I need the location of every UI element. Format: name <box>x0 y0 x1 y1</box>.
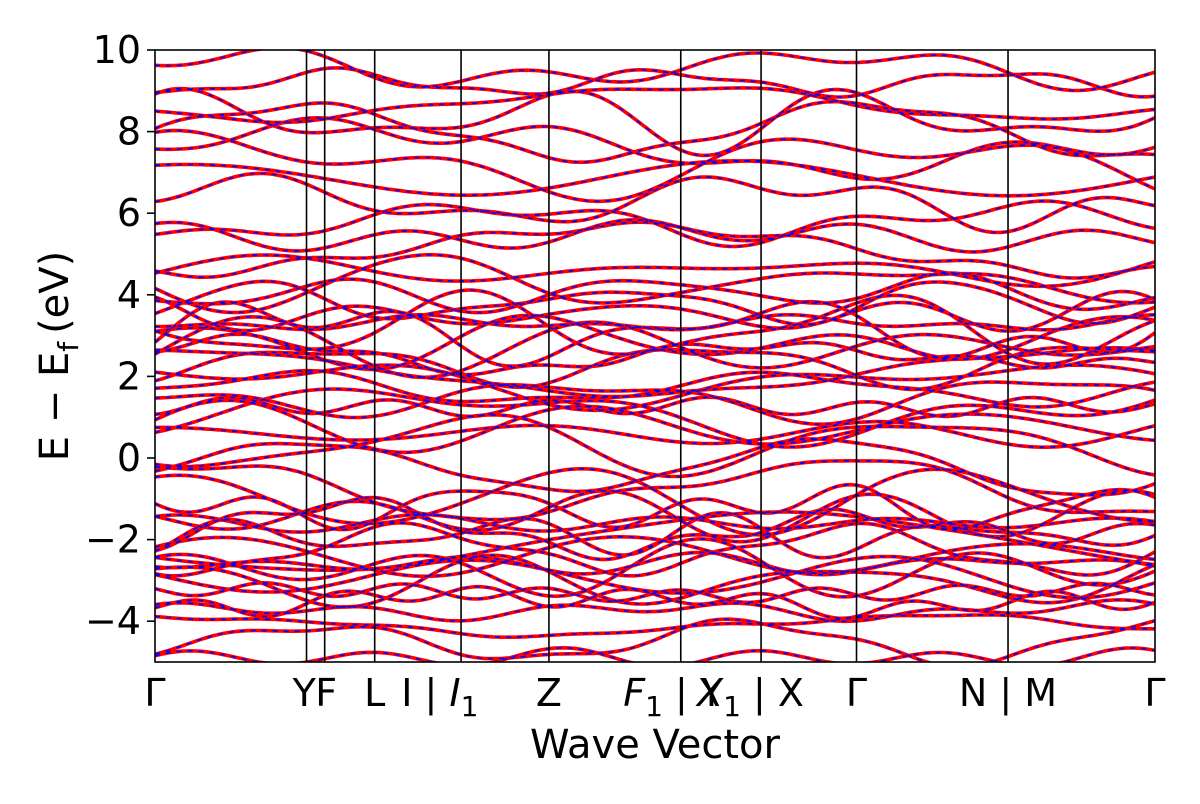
band-line-blue <box>155 200 1155 248</box>
band-line-blue <box>155 581 1155 604</box>
x-axis-title: Wave Vector <box>530 722 781 768</box>
y-tick-label: 10 <box>93 28 141 72</box>
band-line-blue <box>155 511 1155 559</box>
band-line-blue <box>155 347 1155 398</box>
band-line-blue <box>155 253 1155 314</box>
band-line-blue <box>155 87 1155 157</box>
x-tick-label: N | M <box>959 671 1057 716</box>
y-axis-title: E − Ef (eV) <box>32 251 85 462</box>
band-line-blue <box>155 538 1155 598</box>
x-tick-label: F1 | Y <box>623 671 724 723</box>
y-tick-label: 0 <box>117 436 141 480</box>
y-tick-label: −4 <box>85 599 141 643</box>
band-line-blue <box>155 555 1155 599</box>
band-line-blue <box>155 346 1155 391</box>
x-tick-label: L <box>364 671 385 715</box>
band-line-blue <box>155 511 1155 571</box>
band-line-red <box>155 495 1155 562</box>
band-line-blue <box>155 399 1155 454</box>
band-line-blue <box>155 369 1155 408</box>
band-line-blue <box>155 413 1155 478</box>
band-line-blue <box>155 551 1155 576</box>
band-line-blue <box>155 272 1155 314</box>
band-line-blue <box>155 159 1155 197</box>
x-tick-label: Γ <box>1144 671 1165 715</box>
band-line-blue <box>155 381 1155 425</box>
y-tick-label: 6 <box>117 191 141 235</box>
band-line-blue <box>155 438 1155 496</box>
y-tick-label: −2 <box>85 518 141 562</box>
band-line-blue <box>155 172 1155 234</box>
band-line-blue <box>155 420 1155 448</box>
band-line-blue <box>155 460 1155 521</box>
band-line-blue <box>155 468 1155 536</box>
band-line-red <box>155 617 1155 662</box>
band-line-blue <box>155 100 1155 163</box>
x-tick-label: F <box>315 671 337 715</box>
band-line-blue <box>155 129 1155 203</box>
y-tick-label: 8 <box>117 110 141 154</box>
band-line-blue <box>155 315 1155 379</box>
x-tick-label: Γ <box>846 671 867 715</box>
band-line-red <box>155 553 1155 609</box>
plot-frame <box>154 49 1156 663</box>
band-line-blue <box>155 388 1155 448</box>
band-line-blue <box>155 87 1155 124</box>
x-tick-label: Z <box>536 671 562 715</box>
x-tick-label: Y <box>292 671 317 715</box>
y-axis-title-unit: (eV) <box>32 251 78 334</box>
band-line-blue <box>155 513 1155 533</box>
x-tick-label: X1 | X <box>695 671 804 723</box>
band-line-blue <box>155 67 1155 98</box>
band-line-blue <box>155 314 1155 371</box>
band-line-blue <box>155 483 1155 531</box>
band-line-blue <box>155 614 1155 638</box>
band-line-blue <box>155 300 1155 367</box>
band-line-blue <box>155 314 1155 331</box>
band-line-red <box>155 613 1155 639</box>
band-line-blue <box>155 599 1155 623</box>
x-tick-label: Γ <box>144 671 165 715</box>
band-line-blue <box>155 489 1155 543</box>
x-tick-label: I | I1 <box>401 671 478 723</box>
band-line-blue <box>155 585 1155 620</box>
band-line-blue <box>155 50 1155 92</box>
y-axis-title-sub: f <box>52 341 85 352</box>
band-line-blue <box>155 618 1155 662</box>
band-line-blue <box>155 280 1155 326</box>
y-tick-label: 2 <box>117 354 141 398</box>
band-line-blue <box>155 289 1155 365</box>
band-line-blue <box>155 522 1155 577</box>
y-axis-title-main: E − E <box>32 352 78 462</box>
band-line-blue <box>155 536 1155 578</box>
band-line-blue <box>155 646 1155 662</box>
y-tick-label: 4 <box>117 273 141 317</box>
band-line-blue <box>155 290 1155 332</box>
band-line-blue <box>155 254 1155 288</box>
